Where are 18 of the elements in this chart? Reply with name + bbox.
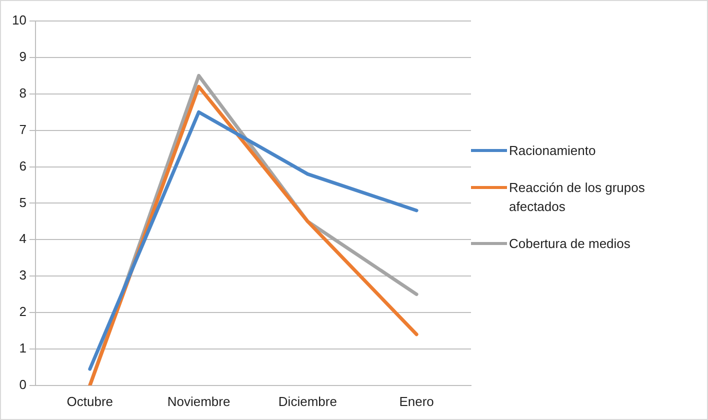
x-tick-label: Diciembre: [278, 394, 337, 409]
y-tick-label: 3: [19, 268, 26, 283]
y-tick-label: 9: [19, 49, 26, 64]
y-tick-label: 7: [19, 122, 26, 137]
x-tick-label: Octubre: [66, 394, 114, 409]
y-tick-label: 8: [19, 85, 26, 100]
y-tick-label: 5: [19, 194, 26, 210]
legend-label: Reacción de los grupos afectados: [509, 179, 646, 216]
y-tick-label: 1: [19, 340, 26, 356]
y-tick-label: 0: [19, 376, 26, 392]
y-tick-label: 10: [12, 12, 26, 28]
legend-label: Cobertura de medios: [509, 235, 630, 253]
y-tick-label: 6: [19, 158, 26, 174]
y-tick-label: 4: [19, 231, 26, 246]
x-tick-label: Noviembre: [167, 394, 230, 409]
y-tick-label: 2: [19, 304, 26, 320]
legend-label: Racionamiento: [509, 142, 596, 160]
x-tick-label: Enero: [399, 394, 434, 409]
